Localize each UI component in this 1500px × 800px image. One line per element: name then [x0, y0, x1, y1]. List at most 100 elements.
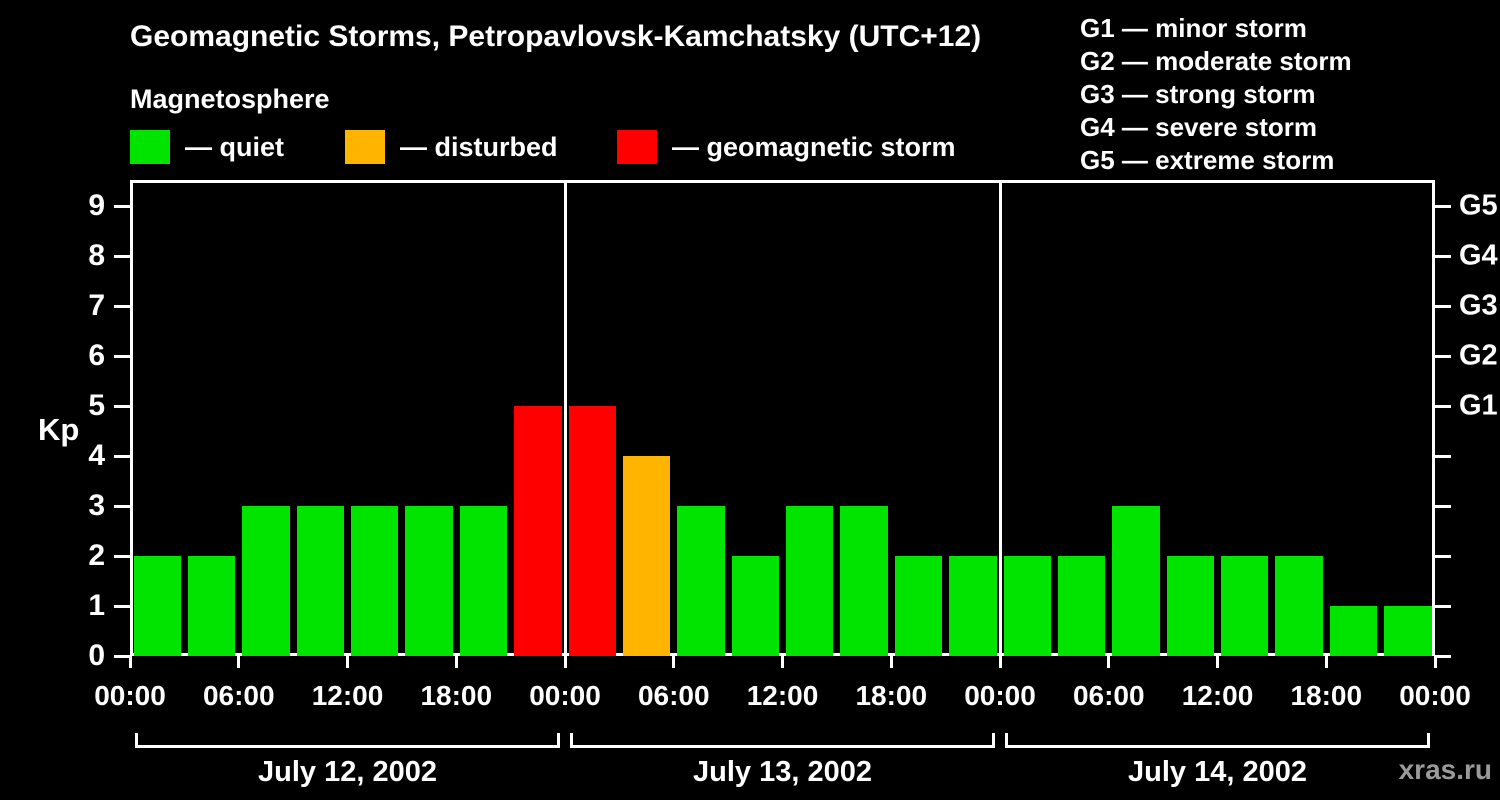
date-bracket-tick — [1427, 733, 1430, 748]
storm-scale-item: G4 — severe storm — [1080, 112, 1318, 142]
x-tick-label: 06:00 — [1072, 680, 1145, 711]
plot-border — [130, 180, 1435, 656]
y-tick-mark-right — [1435, 554, 1451, 558]
storm-scale-item: G3 — strong storm — [1080, 79, 1316, 109]
x-tick-mark — [998, 656, 1002, 668]
disturbed-color-swatch — [345, 130, 385, 164]
kp-bar — [1384, 606, 1432, 656]
x-tick-label: 00:00 — [94, 680, 166, 711]
y-tick-mark-right — [1435, 404, 1451, 408]
date-bracket-line — [135, 745, 560, 748]
x-tick-mark — [781, 656, 784, 668]
y-tick-mark-right — [1435, 654, 1451, 658]
legend-item-quiet: — quiet — [130, 130, 284, 164]
y-tick-mark-right — [1435, 204, 1451, 208]
y-tick-label: 8 — [88, 239, 105, 272]
y-tick-mark-right — [1435, 304, 1451, 308]
x-tick-label: 12:00 — [311, 680, 384, 711]
kp-bar — [405, 506, 453, 656]
x-tick-mark — [1324, 656, 1328, 668]
kp-bar — [677, 506, 725, 656]
y-tick-mark — [114, 454, 130, 458]
y-axis-title: Kp — [38, 412, 80, 447]
x-tick-mark — [672, 656, 676, 668]
y-tick-label: 7 — [88, 289, 105, 322]
kp-bar — [1329, 606, 1378, 656]
g-axis-label: G3 — [1459, 289, 1498, 322]
x-tick-label: 18:00 — [420, 680, 493, 711]
kp-bar — [296, 506, 344, 656]
kp-bar — [1112, 506, 1160, 656]
y-tick-mark — [114, 554, 130, 558]
kp-bar — [894, 556, 943, 656]
x-tick-label: 12:00 — [1181, 680, 1254, 711]
date-bracket-tick — [570, 733, 573, 748]
y-tick-mark-right — [1435, 454, 1451, 458]
x-tick-label: 12:00 — [746, 680, 819, 711]
kp-bar — [949, 556, 997, 656]
x-tick-mark — [346, 656, 349, 668]
chart-subtitle: Magnetosphere — [130, 84, 330, 114]
date-bracket-tick — [557, 733, 560, 748]
x-tick-mark — [237, 656, 241, 668]
x-tick-label: 06:00 — [637, 680, 710, 711]
date-label: July 13, 2002 — [693, 756, 872, 788]
kp-bar — [133, 556, 181, 656]
date-bracket-line — [570, 745, 995, 748]
x-tick-label: 18:00 — [1290, 680, 1363, 711]
legend-item-disturbed: — disturbed — [345, 130, 558, 164]
x-tick-mark — [889, 656, 893, 668]
x-tick-mark — [454, 656, 458, 668]
date-bracket-tick — [135, 733, 138, 748]
kp-bar — [731, 556, 779, 656]
y-tick-mark-right — [1435, 604, 1451, 608]
y-tick-mark — [114, 304, 130, 308]
y-tick-mark-right — [1435, 354, 1451, 358]
date-label: July 14, 2002 — [1128, 756, 1307, 788]
y-tick-label: 6 — [88, 339, 105, 372]
x-tick-label: 06:00 — [202, 680, 275, 711]
x-tick-mark — [1433, 656, 1437, 668]
legend-label-disturbed: — disturbed — [400, 131, 558, 162]
y-tick-label: 1 — [88, 589, 105, 622]
kp-bar — [1275, 556, 1323, 656]
kp-bar — [514, 406, 562, 656]
storm-scale-item: G2 — moderate storm — [1080, 46, 1352, 76]
kp-bar — [187, 556, 236, 656]
date-bracket-tick — [1005, 733, 1008, 748]
storm-scale-item: G5 — extreme storm — [1080, 145, 1335, 175]
y-tick-mark-right — [1435, 254, 1451, 258]
storm-scale-legend: G1 — minor storm G2 — moderate storm G3 — … — [1080, 12, 1352, 177]
kp-bar — [1057, 556, 1106, 656]
y-tick-label: 5 — [88, 389, 105, 422]
x-tick-mark — [1216, 656, 1219, 668]
day-separator-line — [998, 180, 1002, 656]
y-tick-mark — [114, 254, 130, 258]
g-axis-label: G5 — [1459, 189, 1498, 222]
x-tick-label: 00:00 — [529, 680, 601, 711]
x-tick-mark — [563, 656, 567, 668]
y-tick-label: 0 — [88, 639, 105, 672]
kp-bar — [622, 456, 671, 656]
kp-bar — [1221, 556, 1269, 656]
x-tick-mark — [1107, 656, 1111, 668]
g-axis-label: G1 — [1459, 389, 1498, 422]
y-tick-mark — [114, 504, 130, 508]
date-bracket-tick — [992, 733, 995, 748]
x-tick-label: 18:00 — [855, 680, 928, 711]
storm-scale-item: G1 — minor storm — [1080, 13, 1307, 43]
day-separator-line — [563, 180, 567, 656]
legend-item-storm: — geomagnetic storm — [617, 130, 956, 164]
kp-bar — [786, 506, 834, 656]
y-tick-mark — [114, 204, 130, 208]
page-title: Geomagnetic Storms, Petropavlovsk-Kamcha… — [130, 20, 982, 53]
date-bracket-line — [1005, 745, 1430, 748]
y-tick-mark — [114, 354, 130, 358]
kp-bar — [1166, 556, 1214, 656]
kp-bar — [568, 406, 616, 656]
kp-bar — [242, 506, 290, 656]
y-tick-label: 3 — [88, 489, 105, 522]
y-tick-mark — [114, 404, 130, 408]
x-tick-mark — [128, 656, 132, 668]
